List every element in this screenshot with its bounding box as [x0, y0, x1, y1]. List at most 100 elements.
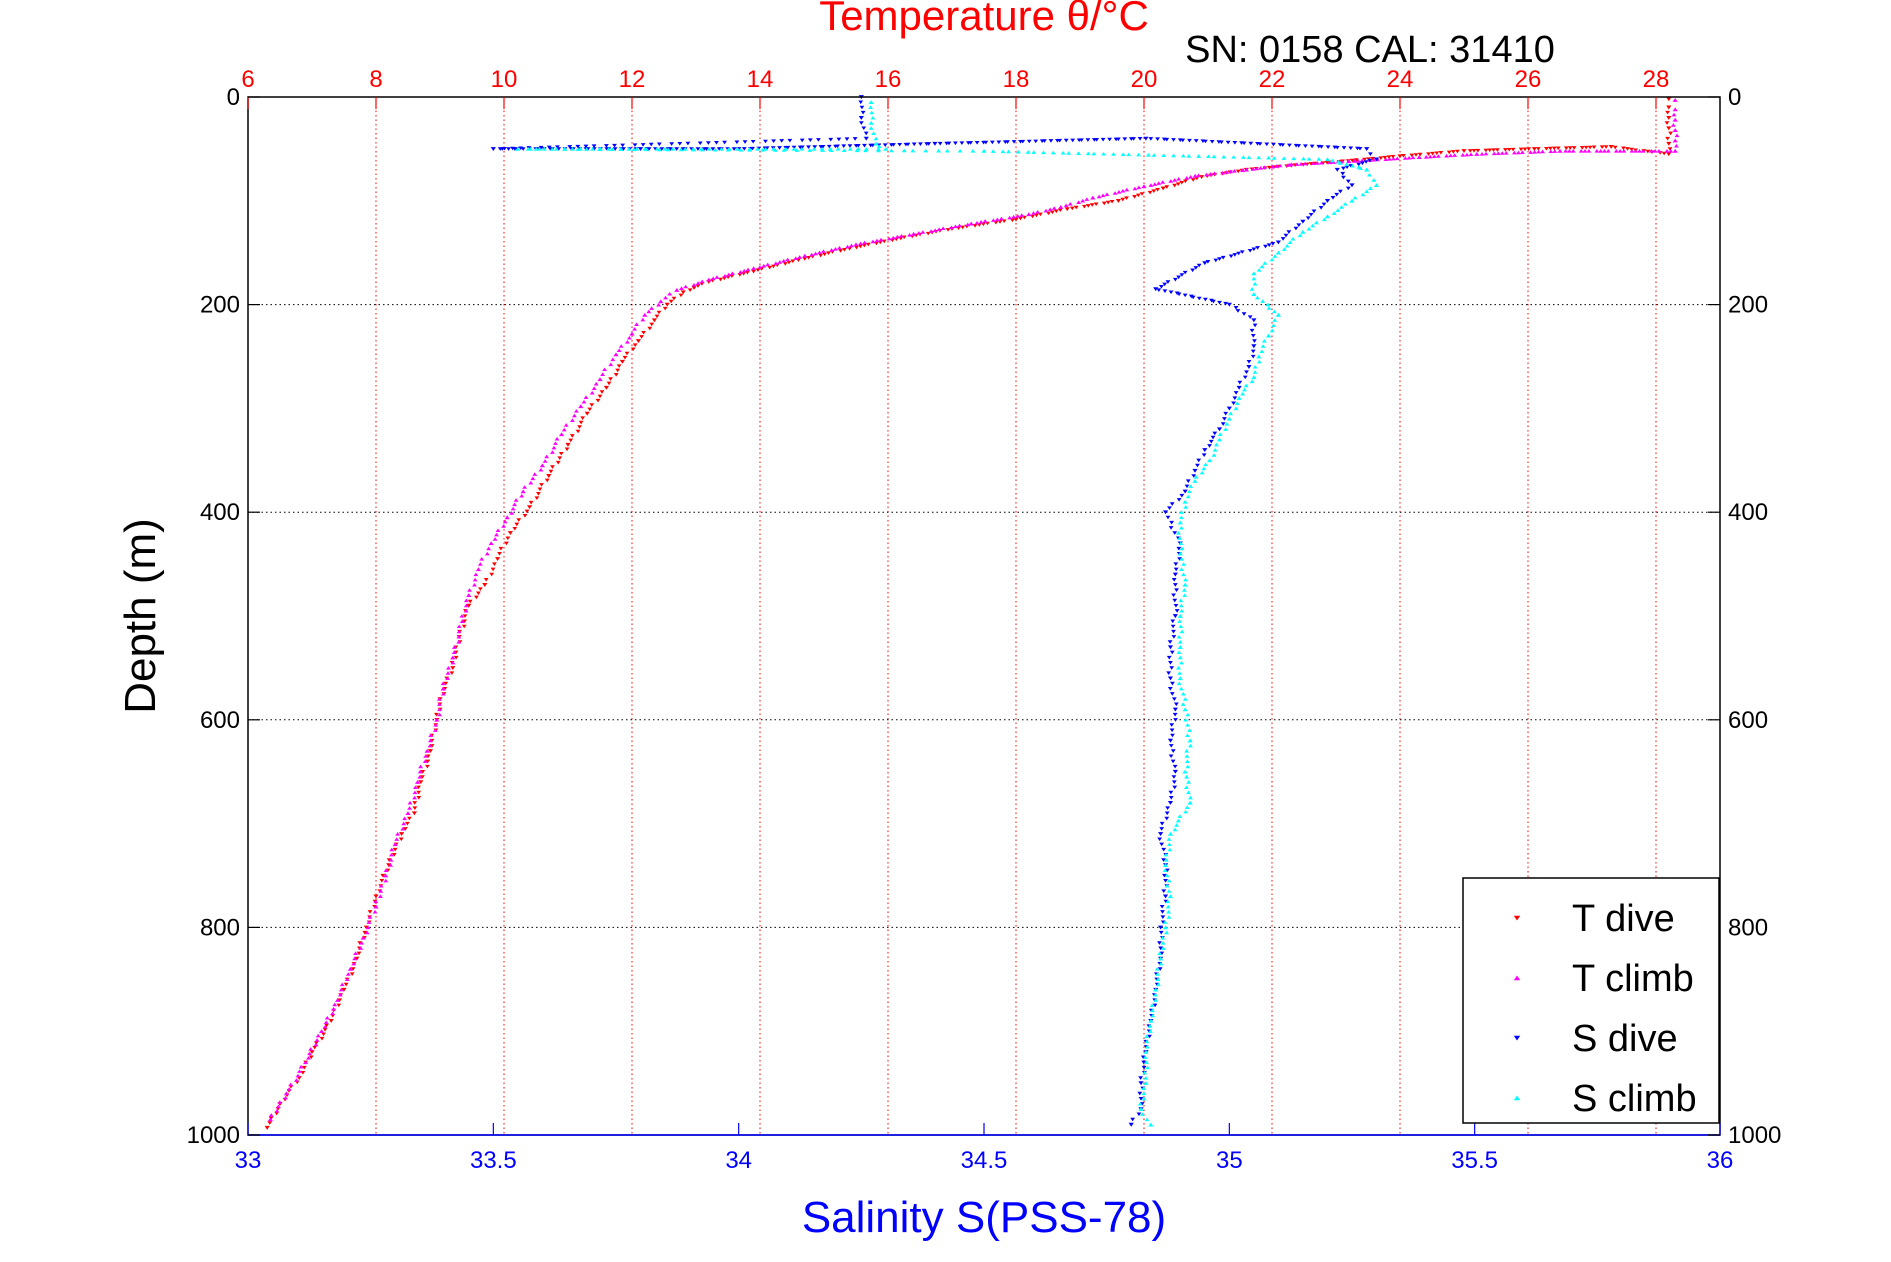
data-point [1011, 214, 1017, 219]
data-point [1085, 138, 1091, 142]
data-point [1179, 180, 1185, 185]
data-point [873, 136, 879, 141]
data-point [1252, 364, 1258, 369]
data-point [1223, 411, 1229, 416]
data-point [949, 225, 954, 230]
data-point [1310, 223, 1316, 228]
data-point [522, 485, 527, 489]
data-point [490, 147, 496, 151]
data-point [1124, 196, 1129, 200]
data-point [1167, 831, 1174, 836]
data-point [932, 141, 938, 146]
data-point [1417, 152, 1423, 157]
data-point [1182, 293, 1188, 298]
data-point [474, 595, 479, 600]
data-point [1185, 494, 1191, 499]
data-point [1158, 961, 1164, 966]
data-point [1007, 215, 1013, 220]
depth-tick-label-right: 400 [1728, 499, 1768, 526]
data-point [878, 237, 884, 242]
data-point [978, 220, 984, 224]
data-point [1341, 175, 1346, 180]
data-point [1172, 764, 1178, 769]
data-point [1188, 484, 1194, 488]
data-point [557, 456, 563, 460]
data-point [1178, 624, 1184, 629]
data-point [1165, 899, 1171, 904]
data-point [1455, 149, 1460, 154]
data-point [1216, 437, 1223, 442]
data-point [1402, 156, 1408, 160]
data-point [1166, 889, 1172, 893]
data-point [1053, 209, 1059, 214]
data-point [1275, 240, 1281, 245]
data-point [802, 257, 808, 261]
data-point [722, 273, 728, 278]
data-point [1051, 206, 1057, 210]
data-point [1672, 128, 1678, 133]
data-point [1416, 155, 1422, 160]
data-point [659, 147, 665, 151]
data-point [1281, 156, 1287, 160]
data-point [1158, 925, 1164, 930]
data-point [1170, 749, 1176, 753]
data-point [1236, 251, 1241, 256]
depth-tick-label-left: 400 [200, 499, 240, 526]
data-point [1196, 173, 1201, 177]
data-point [1479, 151, 1485, 156]
salinity-tick-label: 33.5 [470, 1147, 517, 1174]
data-point [613, 352, 619, 357]
data-point [1177, 557, 1183, 561]
data-point [1423, 155, 1429, 159]
data-point [1487, 148, 1493, 153]
data-point [1321, 202, 1327, 207]
data-point [1182, 489, 1188, 494]
data-point [1364, 147, 1370, 151]
data-point [719, 146, 724, 151]
data-point [306, 1055, 311, 1060]
data-point [858, 241, 864, 246]
data-point [654, 314, 660, 319]
data-point [1303, 144, 1308, 148]
data-point [1250, 354, 1256, 359]
data-point [799, 146, 805, 151]
data-point [1233, 306, 1239, 310]
data-point [622, 355, 628, 360]
data-point [522, 513, 528, 518]
data-point [1169, 723, 1175, 727]
series-s-dive [490, 95, 1380, 1127]
data-point [405, 811, 411, 816]
data-point [1236, 395, 1242, 400]
data-point [1179, 515, 1184, 520]
data-point [700, 147, 705, 152]
data-point [1314, 161, 1320, 165]
data-point [1557, 148, 1563, 153]
data-point [1167, 640, 1173, 644]
data-point [1042, 139, 1047, 143]
data-point [1166, 655, 1172, 660]
data-point [1220, 255, 1226, 260]
data-point [618, 147, 624, 152]
data-point [1035, 209, 1041, 214]
data-point [1265, 302, 1271, 307]
data-point [1199, 470, 1205, 475]
data-point [1171, 577, 1177, 582]
data-point [750, 139, 756, 144]
data-point [1224, 422, 1230, 426]
data-point [1503, 151, 1509, 155]
data-point [1272, 318, 1278, 322]
data-point [600, 372, 605, 377]
data-point [1179, 493, 1185, 498]
data-point [1293, 226, 1299, 231]
data-point [1394, 156, 1400, 161]
data-point [1161, 946, 1166, 950]
data-point [425, 759, 431, 764]
data-point [597, 147, 602, 151]
data-point [1168, 526, 1174, 530]
data-point [1168, 661, 1173, 665]
data-point [811, 146, 817, 151]
data-point [1345, 179, 1351, 184]
data-point [1138, 1076, 1144, 1080]
data-point [828, 137, 834, 142]
data-point [615, 368, 621, 373]
